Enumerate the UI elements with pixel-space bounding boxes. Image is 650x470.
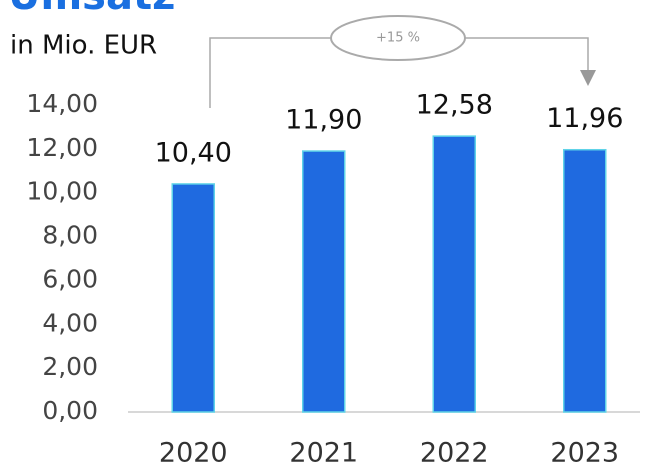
- bar: [302, 150, 346, 413]
- bar: [432, 135, 476, 413]
- bar: [563, 148, 607, 413]
- chart-title: Umsatz: [8, 0, 175, 19]
- x-tick-label: 2022: [420, 438, 489, 469]
- arrow-head: [580, 70, 596, 86]
- x-tick-label: 2020: [159, 438, 228, 469]
- y-tick-label: 4,00: [42, 308, 98, 337]
- y-tick-label: 0,00: [42, 396, 98, 425]
- bar: [171, 183, 215, 413]
- x-tick-label: 2023: [550, 438, 619, 469]
- annotation: +15 %: [376, 31, 420, 46]
- y-tick-label: 10,00: [26, 177, 98, 206]
- value-label: 12,58: [416, 90, 493, 121]
- y-tick-label: 12,00: [26, 133, 98, 162]
- y-tick-label: 14,00: [26, 89, 98, 118]
- bracket-left: [209, 37, 331, 108]
- bracket-right: [465, 37, 589, 72]
- x-tick-label: 2021: [289, 438, 358, 469]
- chart-subtitle: in Mio. EUR: [10, 31, 157, 61]
- annotation-bubble: [330, 15, 466, 61]
- value-label: 11,90: [285, 105, 362, 136]
- y-tick-label: 8,00: [42, 221, 98, 250]
- value-label: 11,96: [546, 103, 623, 134]
- y-tick-label: 2,00: [42, 352, 98, 381]
- value-label: 10,40: [155, 137, 232, 168]
- y-tick-label: 6,00: [42, 264, 98, 293]
